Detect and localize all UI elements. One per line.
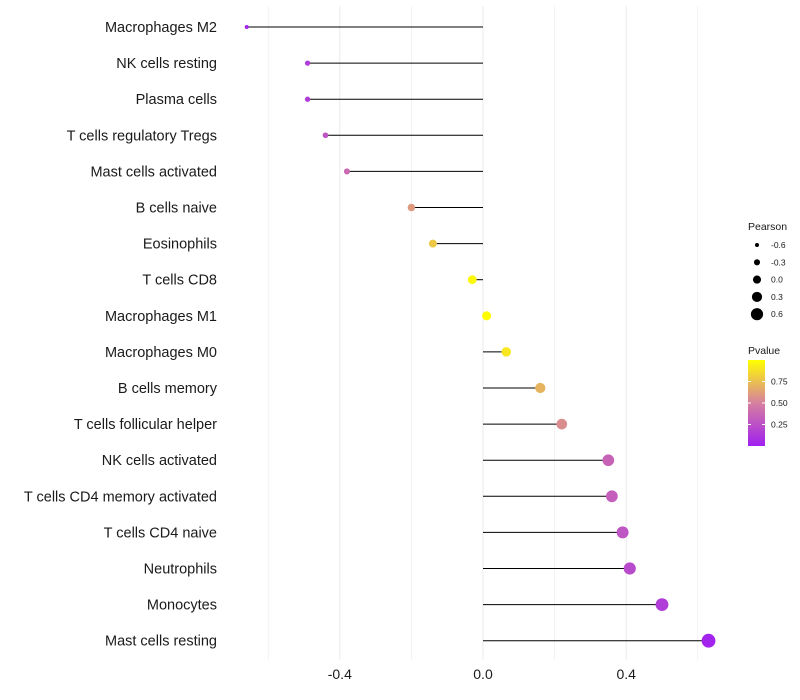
data-point	[343, 168, 351, 175]
data-point	[701, 633, 716, 648]
category-label: Mast cells activated	[90, 164, 217, 180]
data-point	[482, 311, 492, 321]
category-label: Macrophages M2	[105, 20, 217, 36]
data-point	[322, 132, 329, 139]
size-legend-key	[752, 275, 762, 284]
data-point	[304, 60, 311, 66]
category-label: T cells regulatory Tregs	[67, 128, 217, 144]
size-legend-key	[750, 308, 764, 321]
size-legend-key	[751, 291, 763, 302]
size-legend: Pearson -0.6 -0.3 0.0 0.3 0.6	[748, 221, 787, 321]
data-point	[501, 347, 512, 357]
category-label: T cells CD4 naive	[104, 525, 217, 541]
category-label: Eosinophils	[143, 237, 217, 253]
category-label: T cells CD4 memory activated	[24, 489, 217, 505]
category-label: Macrophages M1	[105, 309, 217, 325]
x-tick-label: 0.4	[616, 666, 636, 682]
category-label: Monocytes	[147, 598, 217, 614]
color-legend: Pvalue 0.75 0.50 0.25	[748, 345, 788, 446]
size-legend-label: 0.3	[771, 292, 783, 302]
dots	[244, 25, 716, 648]
color-legend-label: 0.75	[771, 377, 788, 387]
category-label: B cells memory	[118, 381, 218, 397]
color-legend-label: 0.25	[771, 420, 788, 430]
category-label: Neutrophils	[144, 562, 217, 578]
stems	[246, 26, 709, 642]
size-legend-label: 0.0	[771, 275, 783, 285]
category-label: NK cells activated	[102, 453, 217, 469]
size-legend-title: Pearson	[748, 221, 787, 233]
x-tick-label: -0.4	[328, 666, 352, 682]
data-point	[407, 203, 416, 212]
x-axis-ticks: -0.4 0.0 0.4	[328, 666, 636, 682]
size-legend-key	[753, 259, 761, 266]
grid-lines	[267, 6, 699, 660]
category-label: Mast cells resting	[105, 634, 217, 650]
data-point	[606, 490, 618, 503]
category-label: Macrophages M0	[105, 345, 217, 361]
data-point	[244, 25, 249, 29]
data-point	[602, 454, 615, 467]
data-point	[304, 96, 311, 102]
data-point	[655, 598, 669, 612]
data-point	[535, 382, 546, 394]
color-legend-title: Pvalue	[748, 345, 780, 357]
color-bar	[748, 360, 765, 446]
category-label: B cells naive	[136, 201, 217, 217]
data-point	[556, 418, 568, 430]
data-point	[428, 239, 437, 248]
category-labels: Macrophages M2 NK cells resting Plasma cel…	[24, 20, 218, 650]
size-legend-label: 0.6	[771, 309, 783, 319]
data-point	[616, 526, 629, 539]
category-label: NK cells resting	[116, 56, 217, 72]
data-point	[623, 562, 636, 575]
category-label: Plasma cells	[136, 92, 217, 108]
size-legend-key	[754, 242, 760, 248]
data-point	[467, 275, 477, 285]
size-legend-label: -0.3	[771, 257, 786, 267]
category-label: T cells follicular helper	[74, 417, 217, 433]
color-legend-label: 0.50	[771, 398, 788, 408]
category-label: T cells CD8	[142, 273, 217, 289]
x-tick-label: 0.0	[473, 666, 493, 682]
size-legend-label: -0.6	[771, 240, 786, 250]
